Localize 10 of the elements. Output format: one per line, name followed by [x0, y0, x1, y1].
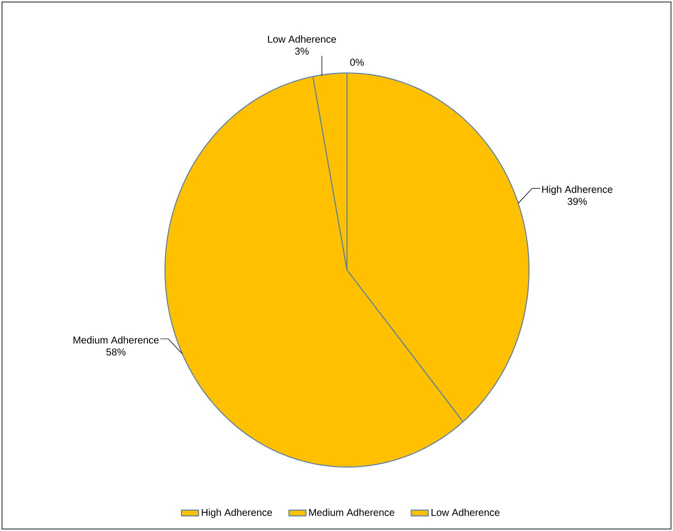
data-label: 3% — [295, 48, 309, 55]
data-label: 58% — [106, 348, 126, 356]
legend-label: Low Adherence — [432, 508, 500, 516]
legend-label: High Adherence — [202, 508, 272, 518]
slice-label: High Adherence — [542, 186, 612, 195]
text: 0% — [350, 58, 364, 66]
legend-label: Medium Adherence — [309, 508, 394, 516]
data-label: 39% — [568, 198, 587, 205]
slice-label: Medium Adherence — [74, 336, 159, 344]
slice-label: Low Adherence — [268, 35, 336, 43]
